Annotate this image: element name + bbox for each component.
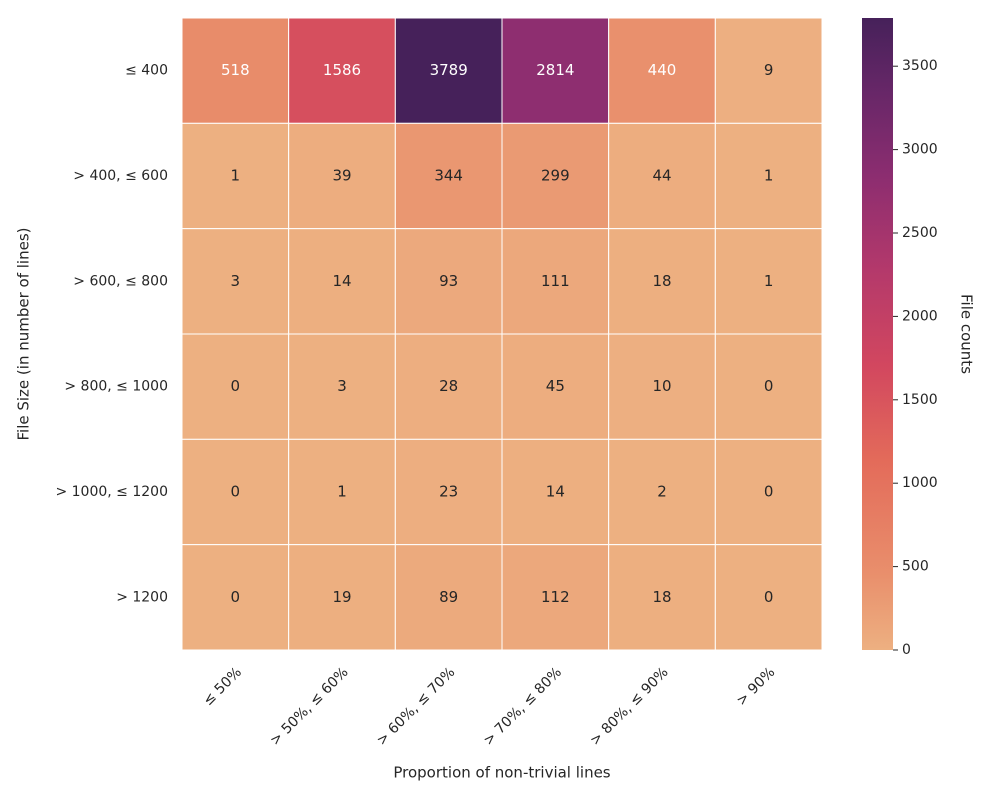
heatmap-cell [501, 228, 610, 335]
cell-label: 344 [434, 167, 463, 185]
cell-label: 14 [332, 272, 351, 290]
colorbar-label: File counts [958, 294, 976, 374]
cell-label: 10 [652, 377, 671, 395]
heatmap-cell [714, 122, 823, 230]
colorbar-tick-label: 2500 [902, 225, 938, 241]
heatmap-cell [501, 333, 610, 440]
heatmap-cell [501, 17, 610, 124]
heatmap-cell [608, 544, 716, 651]
heatmap-cell [181, 228, 290, 335]
cell-label: 111 [541, 272, 570, 290]
cell-label: 1 [764, 272, 774, 290]
cell-label: 299 [541, 167, 570, 185]
colorbar-tick-label: 2000 [902, 308, 938, 324]
cell-label: 89 [439, 588, 458, 606]
heatmap-cell [181, 438, 290, 546]
cell-label: 3 [231, 272, 241, 290]
cell-label: 3 [337, 377, 347, 395]
x-tick-label: > 60%, ≤ 70% [374, 664, 458, 748]
cell-label: 18 [652, 272, 671, 290]
colorbar-tick-label: 1500 [902, 392, 938, 408]
cell-label: 518 [221, 61, 250, 79]
cell-label: 440 [648, 61, 677, 79]
x-tick-label: > 80%, ≤ 90% [587, 664, 671, 748]
heatmap-cell [394, 228, 503, 335]
heatmap-cell [608, 333, 716, 440]
cell-label: 44 [652, 167, 671, 185]
heatmap-cell [608, 17, 716, 124]
cell-label: 28 [439, 377, 458, 395]
cell-label: 19 [332, 588, 351, 606]
y-tick-label: ≤ 400 [125, 63, 168, 79]
x-tick-label: ≤ 50% [200, 664, 245, 709]
cell-label: 0 [764, 377, 774, 395]
cell-label: 18 [652, 588, 671, 606]
heatmap-cell [288, 122, 396, 230]
x-axis-label: Proportion of non-trivial lines [393, 764, 610, 782]
heatmap-cell [714, 228, 823, 335]
heatmap-cell [288, 333, 396, 440]
heatmap-cell [181, 17, 290, 124]
cell-label: 0 [231, 377, 241, 395]
heatmap-cell [501, 438, 610, 546]
colorbar-tick-label: 500 [902, 559, 929, 575]
heatmap-cell [608, 228, 716, 335]
heatmap-cell [501, 544, 610, 651]
cell-label: 0 [764, 588, 774, 606]
heatmap-cell [714, 17, 823, 124]
cell-label: 93 [439, 272, 458, 290]
cell-label: 1586 [323, 61, 361, 79]
cell-label: 2 [657, 483, 667, 501]
colorbar [862, 18, 893, 650]
heatmap-cell [288, 228, 396, 335]
cell-label: 1 [764, 167, 774, 185]
colorbar-tick-label: 3000 [902, 142, 938, 158]
cell-label: 3789 [430, 61, 468, 79]
cell-label: 39 [332, 167, 351, 185]
cell-label: 0 [231, 588, 241, 606]
heatmap-cell [714, 333, 823, 440]
cell-label: 23 [439, 483, 458, 501]
x-tick-label: > 70%, ≤ 80% [480, 664, 564, 748]
heatmap-cell [288, 17, 396, 124]
colorbar-tick-label: 0 [902, 642, 911, 658]
x-tick-label: > 90% [734, 664, 779, 709]
cell-label: 112 [541, 588, 570, 606]
heatmap-cell [501, 122, 610, 230]
y-axis-label: File Size (in number of lines) [15, 228, 33, 441]
y-tick-label: > 600, ≤ 800 [73, 273, 168, 289]
colorbar-tick-label: 1000 [902, 475, 938, 491]
cell-label: 9 [764, 61, 774, 79]
heatmap-cell [181, 544, 290, 651]
heatmap-cell [394, 333, 503, 440]
cell-label: 0 [764, 483, 774, 501]
cell-label: 45 [546, 377, 565, 395]
cell-label: 1 [337, 483, 347, 501]
cell-label: 0 [231, 483, 241, 501]
heatmap-cell [394, 438, 503, 546]
y-tick-label: > 1200 [116, 589, 168, 605]
cell-label: 14 [546, 483, 565, 501]
cell-label: 1 [231, 167, 241, 185]
colorbar-tick-label: 3500 [902, 58, 938, 74]
x-tick-label: > 50%, ≤ 60% [267, 664, 351, 748]
heatmap-cell [608, 438, 716, 546]
cell-label: 2814 [536, 61, 574, 79]
heatmap-cell [181, 333, 290, 440]
y-tick-label: > 400, ≤ 600 [73, 168, 168, 184]
heatmap-cell [714, 438, 823, 546]
y-tick-label: > 1000, ≤ 1200 [55, 484, 168, 500]
y-tick-label: > 800, ≤ 1000 [64, 379, 168, 395]
heatmap-cell [394, 17, 503, 124]
heatmap-cell [714, 544, 823, 651]
